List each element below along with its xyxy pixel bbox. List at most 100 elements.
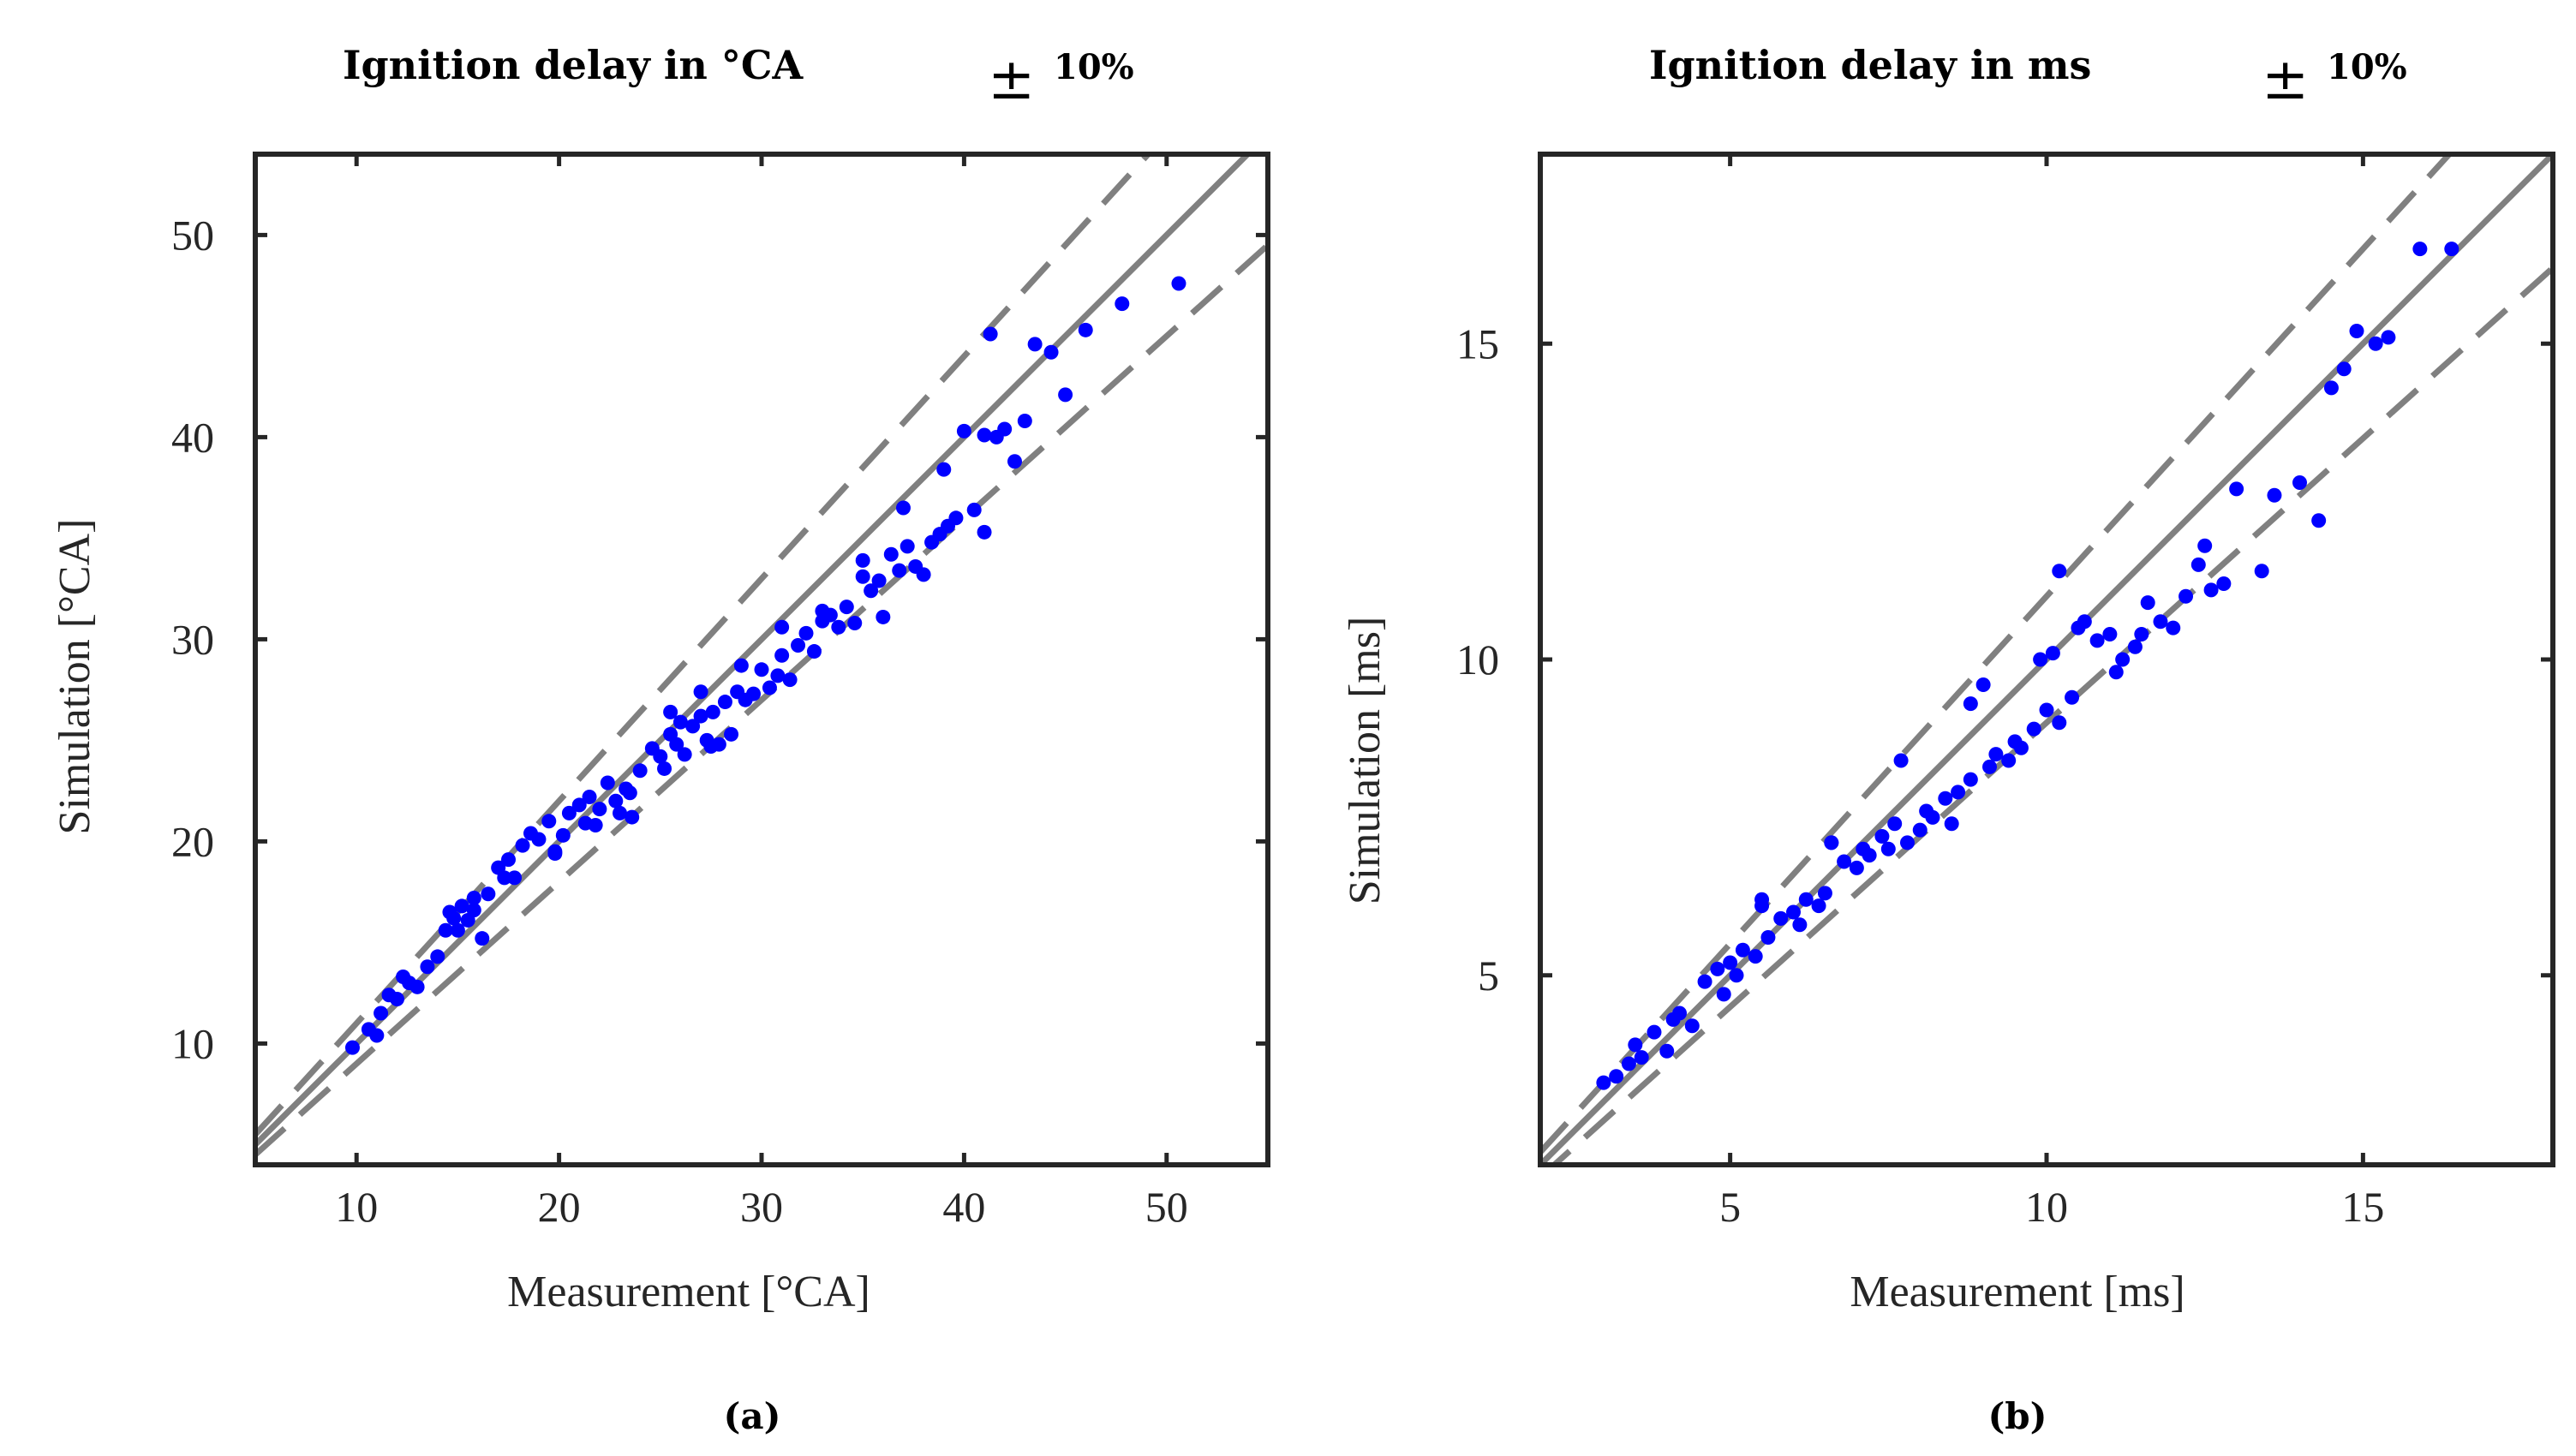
chart-b-point	[2336, 361, 2352, 377]
chart-b-point	[1773, 910, 1789, 926]
chart-b-point	[2190, 557, 2206, 572]
chart-a-point	[669, 737, 684, 752]
chart-b-point	[2077, 614, 2092, 630]
chart-b-point	[2368, 336, 2383, 351]
chart-b-point	[1748, 949, 1763, 964]
chart-a-point	[663, 704, 678, 719]
chart-b-point	[1893, 753, 1909, 768]
chart-b-point	[1628, 1037, 1643, 1053]
chart-a-point	[916, 567, 931, 582]
chart-a-point	[632, 763, 648, 779]
chart-a-point	[541, 814, 557, 829]
chart-a-x-tick-label: 10	[335, 1183, 378, 1231]
chart-b-point	[2089, 633, 2105, 648]
chart-a-point	[782, 672, 798, 688]
chart-a-point	[446, 910, 462, 926]
chart-b-point	[2229, 481, 2244, 497]
chart-b-point	[1786, 904, 1801, 920]
chart-b-point	[2254, 564, 2269, 579]
chart-a-point	[883, 546, 899, 562]
chart-b-point	[1837, 854, 1852, 869]
chart-a-point	[672, 714, 688, 730]
chart-b-point	[1634, 1050, 1649, 1065]
chart-a-point	[409, 979, 425, 994]
chart-a-x-tick-label: 50	[1145, 1183, 1188, 1231]
chart-a-point	[608, 793, 624, 809]
chart-a-point	[685, 719, 701, 734]
chart-b-point	[1912, 822, 1928, 838]
chart-a-x-tick-label: 40	[942, 1183, 985, 1231]
chart-b-point	[2166, 620, 2181, 636]
chart-a-point	[831, 619, 846, 635]
chart-a-point	[507, 870, 523, 886]
chart-b-point	[1938, 791, 1953, 806]
chart-a-point	[997, 421, 1013, 437]
chart-b-point	[2065, 689, 2080, 705]
chart-b-point	[2311, 513, 2327, 528]
chart-a-point	[497, 870, 512, 886]
chart-a-y-axis-label: Simulation [°CA]	[51, 519, 99, 835]
chart-b-point	[2108, 665, 2124, 680]
chart-b-point	[2203, 582, 2219, 598]
chart-a-point	[892, 563, 907, 578]
chart-a-y-tick-label: 30	[171, 615, 214, 663]
chart-a-point	[454, 898, 469, 914]
chart-b-point	[1862, 848, 1877, 863]
chart-b-point	[2179, 588, 2194, 604]
chart-b-point	[2412, 242, 2428, 257]
chart-a-point	[374, 1005, 389, 1021]
chart-a-point	[871, 573, 887, 588]
chart-b-x-tick-label: 5	[1719, 1183, 1741, 1231]
chart-a-point	[501, 852, 516, 868]
chart-a-point	[600, 775, 615, 791]
chart-a-panel-label: (a)	[724, 1395, 781, 1437]
chart-a-point	[1017, 414, 1032, 429]
chart-b-x-tick-label: 15	[2341, 1183, 2384, 1231]
chart-a-point	[561, 805, 577, 820]
chart-a-point	[438, 922, 453, 938]
chart-b-x-tick-label: 10	[2025, 1183, 2068, 1231]
chart-a-point	[653, 749, 668, 764]
chart-a-x-axis-label: Measurement [°CA]	[507, 1268, 870, 1316]
chart-a-point	[977, 427, 992, 443]
chart-a-point	[555, 827, 571, 843]
chart-panel-a: Ignition delay in °CA ± 10% 10 20 30 40 5010…	[51, 42, 1270, 1437]
chart-b-point	[1824, 835, 1839, 850]
chart-a-point	[613, 805, 628, 820]
chart-a-point	[1171, 276, 1186, 291]
chart-b-point	[1672, 1005, 1688, 1021]
chart-b-point	[1716, 987, 1731, 1002]
chart-b-point	[1754, 892, 1770, 907]
chart-a-point	[515, 838, 530, 853]
chart-a-point	[1078, 322, 1093, 337]
chart-b-point	[2052, 564, 2067, 579]
chart-b-point	[1899, 835, 1915, 850]
chart-b-point	[2033, 652, 2048, 667]
chart-b-y-tick-label: 10	[1456, 636, 1499, 683]
chart-a-point	[762, 680, 777, 695]
chart-a-point	[956, 423, 971, 439]
chart-b-point	[2349, 324, 2364, 338]
chart-a-point	[855, 552, 870, 568]
chart-b-point	[2013, 740, 2029, 755]
chart-a-point	[344, 1040, 360, 1055]
chart-a-x-tick-label: 30	[740, 1183, 783, 1231]
chart-a-point	[791, 637, 806, 653]
chart-b-point	[1849, 860, 1864, 875]
chart-b-point	[1697, 974, 1712, 989]
chart-a-point	[815, 603, 830, 618]
chart-b-point	[2115, 652, 2131, 667]
chart-b-point	[1621, 1056, 1636, 1071]
chart-a-plot-area: 10 20 30 40 50 10 20 30 40 50	[171, 152, 1270, 1231]
chart-a-point	[466, 890, 481, 905]
chart-a-tolerance-symbol: ±	[988, 46, 1035, 112]
chart-a-point	[864, 583, 879, 599]
chart-b-title: Ignition delay in ms	[1649, 42, 2091, 88]
chart-b-point	[2153, 614, 2168, 630]
chart-b-point	[1811, 898, 1826, 914]
chart-b-point	[2102, 627, 2118, 641]
chart-b-point	[1792, 917, 1808, 933]
chart-a-point	[625, 809, 640, 825]
chart-b-point	[2444, 242, 2459, 257]
chart-a-point	[806, 644, 822, 659]
